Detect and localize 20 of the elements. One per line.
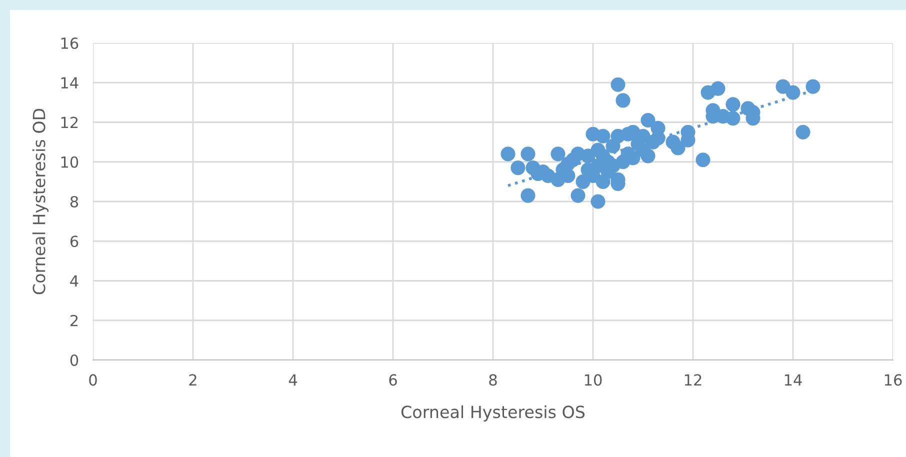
x-tick-label: 14: [784, 374, 802, 386]
x-axis-title: Corneal Hysteresis OS: [401, 405, 585, 422]
x-tick-label: 10: [584, 374, 602, 386]
y-tick-label: 14: [61, 77, 78, 88]
x-tick-label: 6: [389, 374, 397, 386]
x-tick-label: 0: [89, 374, 97, 386]
x-tick-label: 2: [189, 374, 196, 386]
y-tick-label: 4: [70, 275, 78, 287]
x-tick-label: 16: [884, 374, 902, 386]
y-tick-label: 10: [61, 156, 78, 168]
y-tick-label: 16: [61, 37, 78, 50]
x-tick-label: 4: [288, 374, 298, 386]
y-tick-label: 0: [70, 354, 78, 366]
y-tick-label: 8: [70, 196, 78, 208]
y-tick-label: 2: [70, 314, 78, 326]
y-axis-title: Corneal Hysteresis OD: [32, 108, 49, 294]
x-tick-label: 12: [684, 374, 702, 386]
x-tick-label: 8: [489, 374, 497, 386]
y-tick-label: 12: [61, 116, 78, 128]
y-tick-label: 6: [70, 236, 78, 248]
